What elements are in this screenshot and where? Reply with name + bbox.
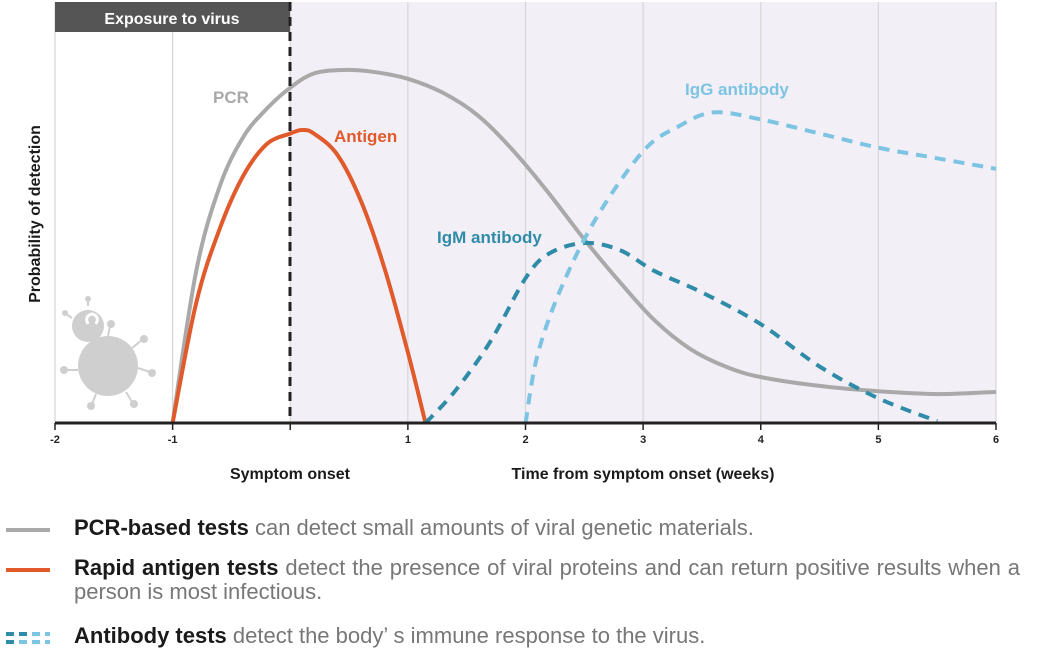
x-tick-label: -2 — [50, 434, 60, 446]
series-line-pcr — [170, 67, 997, 424]
x-tick-label: 1 — [405, 434, 411, 446]
legend-bold-pcr: PCR-based tests — [74, 515, 249, 540]
legend-swatch-antigen — [6, 568, 50, 572]
series-line-igg-antibody — [523, 110, 997, 424]
x-tick-label: 6 — [993, 434, 999, 446]
series-label-pcr: PCR — [213, 88, 249, 107]
legend-swatch-pcr — [6, 528, 50, 532]
x-tick-label: 4 — [758, 434, 765, 446]
symptom-onset-label: Symptom onset — [230, 466, 351, 483]
series-label-igm: IgM antibody — [437, 228, 542, 247]
chart: Exposure to virus -2 -1 1 2 3 4 5 6 PCR Antigen… — [27, 2, 999, 483]
exposure-band-label: Exposure to virus — [104, 11, 239, 28]
legend-text-antigen: Rapid antigen tests detect the presence … — [74, 556, 1020, 604]
legend-desc-antigen: detect the presence of viral proteins an… — [74, 555, 1021, 604]
x-tick-label: 2 — [522, 434, 528, 446]
legend-bold-antigen: Rapid antigen tests — [74, 555, 279, 580]
series-line-antigen — [170, 127, 428, 424]
legend-swatch-antibody — [6, 632, 50, 644]
legend-desc-pcr: can detect small amounts of viral geneti… — [248, 515, 754, 540]
exposure-band — [55, 2, 290, 32]
y-axis-label: Probability of detection — [27, 125, 44, 303]
legend-swatch-antibody-dashes — [6, 632, 50, 644]
legend-text-antibody: Antibody tests detect the body’ s immune… — [74, 624, 1024, 648]
series-label-igg: IgG antibody — [685, 80, 789, 99]
series-layer — [170, 67, 997, 425]
legend-text-pcr: PCR-based tests can detect small amounts… — [74, 516, 1024, 540]
virus-icon — [60, 296, 156, 410]
x-tick-label: 3 — [640, 434, 646, 446]
legend-bold-antibody: Antibody tests — [74, 623, 227, 648]
series-label-antigen: Antigen — [334, 127, 397, 146]
legend-desc-antibody: detect the body’ s immune response to th… — [226, 623, 706, 648]
x-ticks: -2 -1 1 2 3 4 5 6 — [50, 423, 999, 446]
series-line-igm-antibody — [424, 240, 938, 425]
x-tick-label: 5 — [875, 434, 881, 446]
x-tick-label: -1 — [168, 434, 178, 446]
x-axis-label: Time from symptom onset (weeks) — [512, 466, 775, 483]
